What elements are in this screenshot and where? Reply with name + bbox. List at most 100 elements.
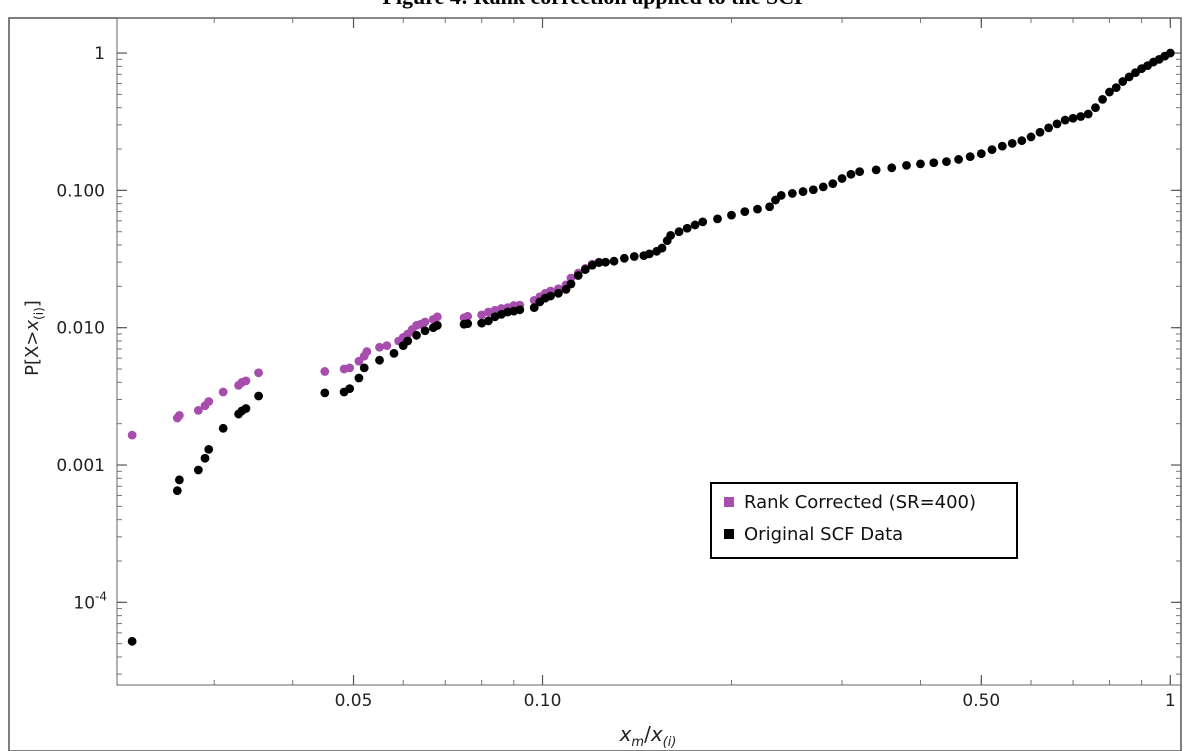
data-point — [432, 320, 442, 330]
legend-swatch-rank-corrected — [724, 497, 734, 507]
data-point — [345, 363, 355, 373]
plot-frame — [116, 17, 1182, 686]
data-point — [1118, 77, 1128, 86]
data-point — [320, 388, 330, 398]
data-point — [645, 249, 654, 259]
data-points — [127, 48, 1175, 646]
legend: Rank Corrected (SR=400) Original SCF Dat… — [710, 482, 1018, 559]
series-rank-corrected — [127, 257, 604, 440]
data-point — [698, 217, 708, 227]
data-point — [619, 253, 629, 263]
data-point — [580, 265, 590, 274]
data-point — [172, 486, 182, 496]
data-point — [902, 161, 911, 170]
x-axis-label: xm/x(i) — [619, 722, 677, 750]
data-point — [375, 355, 384, 365]
data-point — [412, 330, 421, 340]
data-point — [420, 326, 430, 336]
legend-label-original: Original SCF Data — [744, 524, 903, 545]
data-point — [254, 368, 263, 378]
y-tick-label: 10-4 — [73, 589, 107, 613]
data-point — [740, 207, 750, 217]
data-point — [382, 341, 392, 351]
x-tick-label: 0.50 — [962, 691, 1000, 711]
data-point — [837, 174, 847, 183]
data-point — [218, 387, 228, 397]
data-point — [463, 319, 473, 329]
tick-layer — [117, 18, 1181, 685]
data-point — [254, 391, 263, 401]
chart-border — [8, 17, 1182, 751]
data-point — [193, 405, 203, 415]
data-point — [1083, 109, 1093, 119]
data-point — [359, 363, 369, 373]
data-point — [174, 475, 184, 485]
x-tick-label: 0.05 — [335, 691, 373, 711]
data-point — [765, 202, 774, 212]
data-point — [587, 260, 597, 270]
data-point — [753, 204, 762, 214]
data-point — [1044, 123, 1054, 133]
data-point — [846, 169, 856, 179]
data-point — [690, 220, 700, 230]
data-point — [713, 214, 722, 224]
y-axis-label: P[X>x(i)] — [22, 300, 46, 376]
data-point — [193, 465, 203, 475]
y-tick-label: 0.010 — [56, 319, 105, 339]
data-point — [987, 145, 997, 155]
legend-box — [710, 482, 1018, 559]
data-point — [204, 444, 214, 454]
data-point — [1035, 127, 1045, 137]
data-point — [798, 187, 808, 196]
series-original-scf — [127, 48, 1175, 646]
data-point — [477, 318, 487, 328]
data-point — [942, 157, 951, 167]
data-point — [887, 163, 897, 173]
data-point — [432, 312, 442, 322]
data-point — [345, 384, 355, 394]
data-point — [1068, 113, 1078, 123]
data-point — [871, 165, 881, 175]
x-tick-label: 0.10 — [524, 691, 562, 711]
data-point — [1052, 119, 1062, 129]
data-point — [1091, 103, 1100, 113]
data-point — [127, 636, 137, 646]
data-point — [674, 227, 684, 237]
data-point — [1105, 87, 1114, 97]
data-point — [174, 410, 184, 420]
data-point — [1076, 112, 1086, 121]
data-point — [828, 179, 838, 189]
figure-caption: Figure 4: Rank correction applied to the… — [0, 0, 1190, 10]
data-point — [727, 210, 736, 220]
data-point — [389, 348, 399, 358]
data-point — [354, 373, 364, 383]
data-point — [241, 404, 251, 413]
y-tick-label: 1 — [94, 44, 105, 64]
data-point — [1026, 132, 1036, 142]
data-point — [241, 376, 251, 386]
data-point — [403, 336, 413, 346]
data-point — [818, 182, 828, 192]
data-point — [375, 342, 384, 352]
data-point — [916, 159, 925, 169]
data-point — [362, 347, 372, 356]
data-point — [808, 185, 818, 195]
data-point — [976, 149, 986, 159]
data-point — [629, 252, 639, 261]
data-point — [965, 152, 975, 162]
data-point — [127, 430, 137, 440]
data-point — [666, 231, 676, 240]
data-point — [204, 397, 214, 406]
data-point — [484, 316, 493, 326]
data-point — [776, 190, 786, 200]
data-point — [463, 311, 473, 321]
data-point — [529, 303, 539, 313]
data-point — [954, 155, 963, 164]
data-point — [573, 271, 583, 280]
y-tick-label: 0.001 — [56, 456, 105, 476]
data-point — [657, 243, 667, 253]
data-point — [218, 423, 228, 433]
x-tick-label: 1 — [1165, 691, 1176, 711]
data-point — [1111, 83, 1121, 93]
